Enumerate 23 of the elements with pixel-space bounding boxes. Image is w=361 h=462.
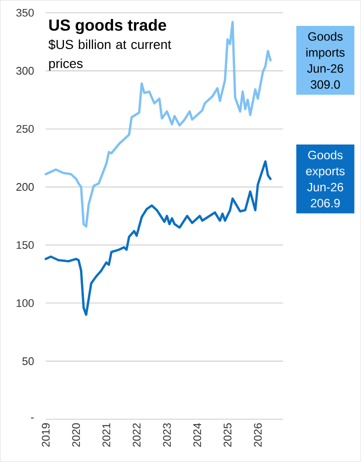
x-tick-label: 2020 [72,423,80,447]
chart-title: US goods trade [49,19,166,34]
x-tick-label: 2019 [42,423,50,447]
text: Goods imports [306,32,345,60]
x-tick-label: 2024 [193,423,202,447]
x-tick-label: 2021 [102,423,110,447]
y-tick-label: 100 [16,299,34,307]
y-tick-label: 350 [16,8,34,17]
x-tick-label: 2022 [132,423,141,447]
text: $US billion at current prices [48,39,172,71]
y-tick-label: 50 [22,357,34,366]
text: Goods exports [306,150,345,178]
text: Jun-26 309.0 [307,64,344,89]
y-tick-label: 150 [16,241,34,249]
text: Jun-26 206.9 [307,182,344,208]
x-tick-label: 2026 [254,423,262,447]
x-tick-label: 2025 [224,423,232,447]
y-tick-label: 300 [16,66,34,75]
y-tick-label: 250 [16,124,34,133]
line-series [44,160,272,316]
y-tick-label: 200 [16,183,34,191]
line-series [44,20,272,228]
x-tick-label: 2023 [163,423,171,447]
